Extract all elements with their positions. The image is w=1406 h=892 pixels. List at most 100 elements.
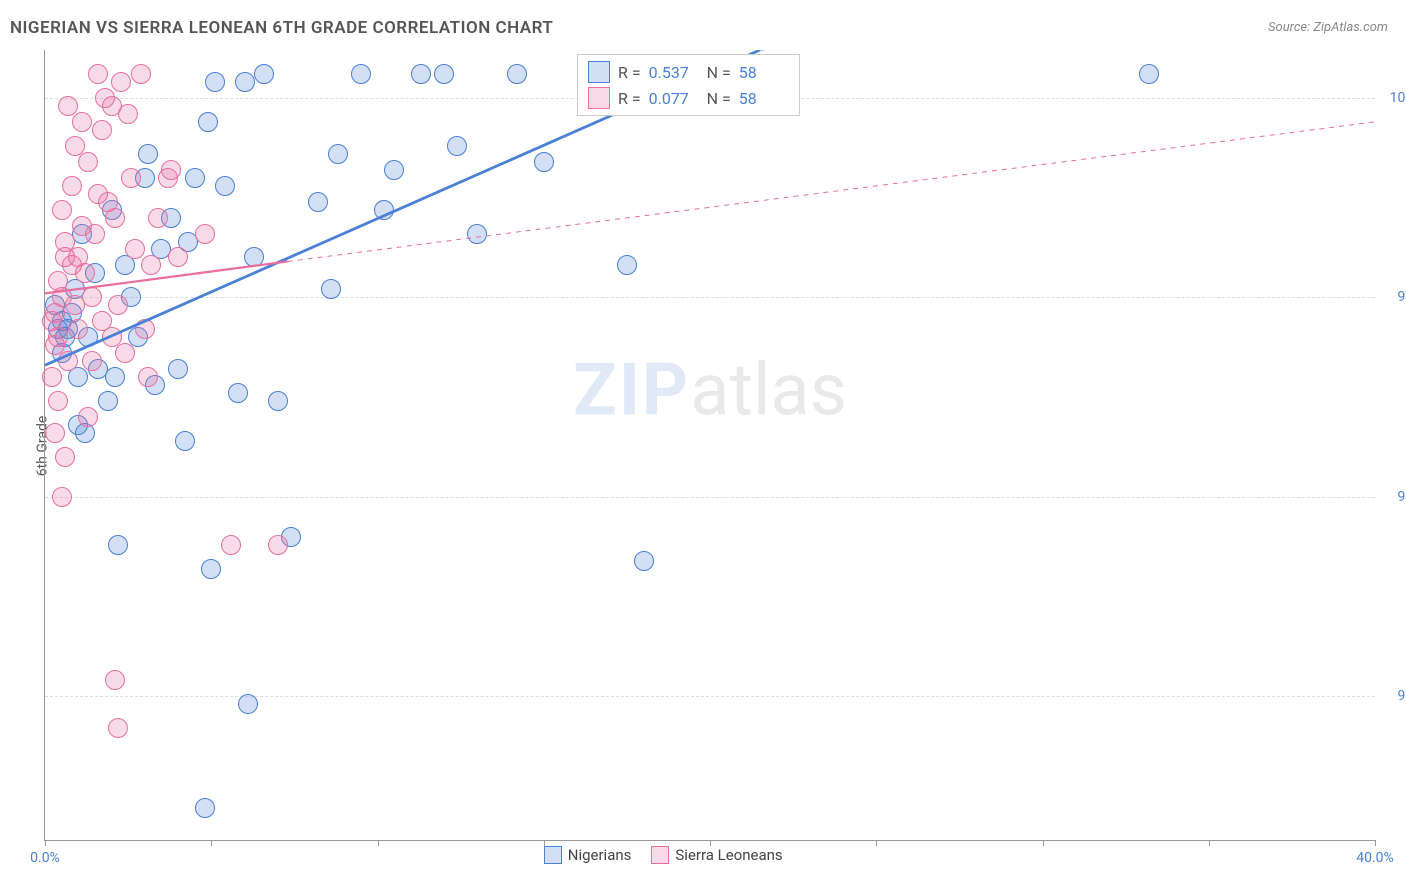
scatter-point <box>238 694 258 714</box>
scatter-point <box>115 343 135 363</box>
legend-n-value: 58 <box>739 89 789 108</box>
legend-stats-row: R = 0.077 N = 58 <box>588 85 789 111</box>
scatter-point <box>72 112 92 132</box>
legend-n-label: N = <box>707 89 731 108</box>
xtick-label: 0.0% <box>30 850 60 866</box>
scatter-point <box>131 64 151 84</box>
scatter-point <box>148 208 168 228</box>
legend-item: Sierra Leoneans <box>651 846 782 864</box>
scatter-point <box>447 136 467 156</box>
source-attribution: Source: ZipAtlas.com <box>1268 20 1388 35</box>
scatter-point <box>52 487 72 507</box>
legend-r-label: R = <box>618 63 641 82</box>
scatter-point <box>634 551 654 571</box>
scatter-point <box>48 271 68 291</box>
xtick <box>45 840 46 846</box>
scatter-point <box>221 535 241 555</box>
scatter-point <box>52 200 72 220</box>
scatter-point <box>351 64 371 84</box>
regression-lines <box>45 50 1375 840</box>
scatter-point <box>195 798 215 818</box>
scatter-point <box>507 64 527 84</box>
scatter-point <box>617 255 637 275</box>
legend-item-label: Nigerians <box>568 846 632 864</box>
legend-r-label: R = <box>618 89 641 108</box>
xtick <box>1375 840 1376 846</box>
xtick <box>378 840 379 846</box>
scatter-point <box>198 112 218 132</box>
xtick <box>876 840 877 846</box>
legend-item: Nigerians <box>544 846 632 864</box>
scatter-point <box>168 247 188 267</box>
scatter-point <box>108 535 128 555</box>
scatter-point <box>72 216 92 236</box>
plot-area: ZIPatlas 92.5%95.0%97.5%100.0%0.0%40.0%R… <box>44 50 1375 841</box>
scatter-point <box>78 152 98 172</box>
scatter-point <box>175 431 195 451</box>
scatter-point <box>108 295 128 315</box>
scatter-point <box>374 200 394 220</box>
scatter-point <box>48 391 68 411</box>
scatter-point <box>254 64 274 84</box>
scatter-point <box>42 367 62 387</box>
ytick-label: 95.0% <box>1380 489 1406 505</box>
scatter-point <box>467 224 487 244</box>
legend-swatch <box>544 846 562 864</box>
legend-n-value: 58 <box>739 63 789 82</box>
legend-r-value: 0.537 <box>649 63 699 82</box>
scatter-point <box>98 192 118 212</box>
scatter-point <box>244 247 264 267</box>
scatter-point <box>111 72 131 92</box>
scatter-point <box>434 64 454 84</box>
scatter-point <box>108 718 128 738</box>
scatter-point <box>55 447 75 467</box>
scatter-point <box>118 104 138 124</box>
scatter-point <box>161 160 181 180</box>
scatter-point <box>195 224 215 244</box>
ytick-label: 100.0% <box>1380 90 1406 106</box>
scatter-point <box>268 391 288 411</box>
scatter-point <box>45 423 65 443</box>
scatter-point <box>98 391 118 411</box>
scatter-point <box>228 383 248 403</box>
scatter-point <box>58 351 78 371</box>
legend-swatch <box>588 87 610 109</box>
scatter-point <box>141 255 161 275</box>
watermark-atlas: atlas <box>690 347 847 432</box>
watermark: ZIPatlas <box>573 347 847 432</box>
legend-bottom: Nigerians Sierra Leoneans <box>544 846 783 864</box>
scatter-point <box>62 176 82 196</box>
scatter-point <box>82 351 102 371</box>
xtick <box>211 840 212 846</box>
scatter-point <box>138 367 158 387</box>
scatter-point <box>328 144 348 164</box>
scatter-point <box>82 287 102 307</box>
legend-n-label: N = <box>707 63 731 82</box>
scatter-point <box>92 311 112 331</box>
scatter-point <box>68 319 88 339</box>
scatter-point <box>62 255 82 275</box>
scatter-point <box>205 72 225 92</box>
scatter-point <box>308 192 328 212</box>
scatter-point <box>168 359 188 379</box>
scatter-point <box>88 64 108 84</box>
ytick-label: 97.5% <box>1380 289 1406 305</box>
ytick-label: 92.5% <box>1380 688 1406 704</box>
watermark-zip: ZIP <box>573 347 690 432</box>
legend-stats-row: R = 0.537 N = 58 <box>588 59 789 85</box>
xtick-label: 40.0% <box>1356 850 1394 866</box>
scatter-point <box>185 168 205 188</box>
scatter-point <box>58 96 78 116</box>
legend-r-value: 0.077 <box>649 89 699 108</box>
scatter-point <box>235 72 255 92</box>
scatter-point <box>121 168 141 188</box>
chart-container: NIGERIAN VS SIERRA LEONEAN 6TH GRADE COR… <box>0 0 1406 892</box>
scatter-point <box>411 64 431 84</box>
scatter-point <box>138 144 158 164</box>
xtick <box>1043 840 1044 846</box>
scatter-point <box>321 279 341 299</box>
legend-swatch <box>588 61 610 83</box>
scatter-point <box>201 559 221 579</box>
gridline <box>45 297 1375 298</box>
legend-item-label: Sierra Leoneans <box>675 846 782 864</box>
